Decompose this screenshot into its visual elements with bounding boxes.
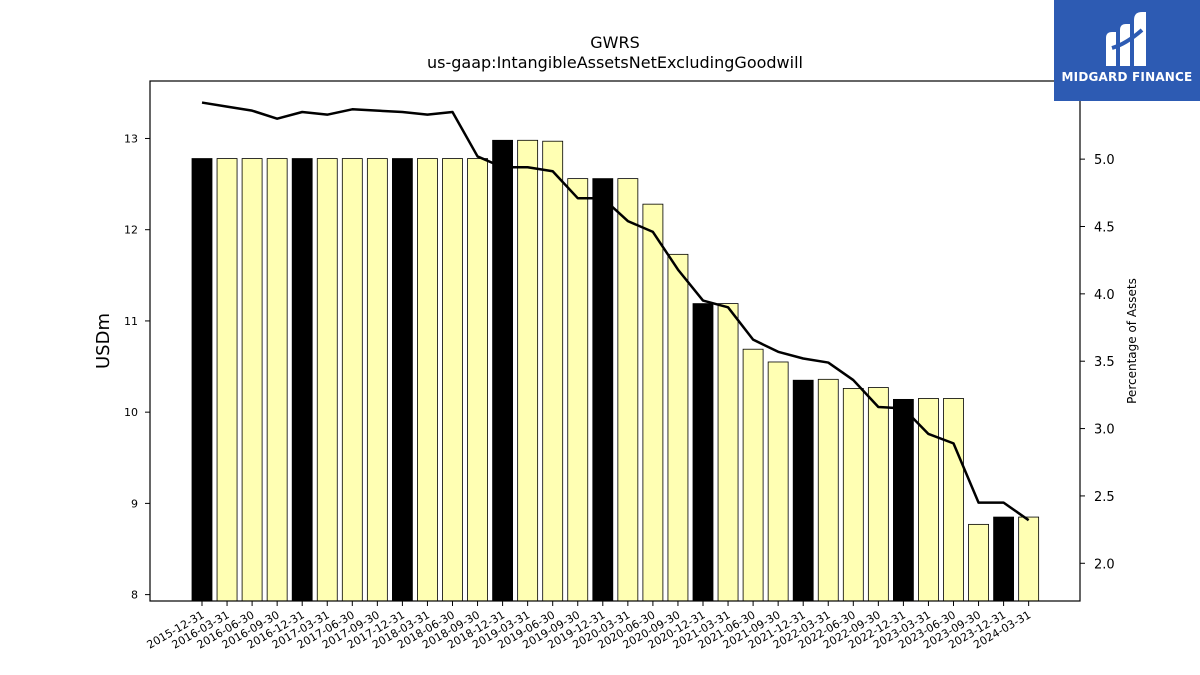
chart-subtitle: us-gaap:IntangibleAssetsNetExcludingGood… [427, 53, 803, 72]
bar-2017-09-30 [366, 158, 388, 602]
bar-2016-12-31 [291, 158, 313, 602]
y-tick-label: 10 [124, 406, 138, 419]
y-tick-label: 8 [131, 589, 138, 602]
chart-title: GWRS [590, 33, 640, 52]
midgard-logo-icon [1106, 12, 1146, 66]
logo-text: MIDGARD FINANCE [1061, 70, 1193, 84]
bar-2022-09-30 [867, 387, 889, 602]
y2-tick-label: 4.0 [1094, 288, 1115, 303]
y2-tick-label: 3.0 [1094, 423, 1115, 438]
bar-2019-06-30 [542, 140, 564, 602]
y2-axis-label: Percentage of Assets [1125, 278, 1139, 404]
x-axis: 2015-12-312016-03-312016-06-302016-09-30… [145, 601, 1033, 652]
y2-tick-label: 2.5 [1094, 490, 1115, 505]
bar-2020-09-30 [667, 253, 689, 602]
bar-2021-03-31 [717, 303, 739, 602]
bar-2023-06-30 [943, 398, 964, 602]
right-axis: 2.0 2.5 3.0 3.5 4.0 4.5 5.0 [1080, 153, 1115, 572]
bar-2024-03-31 [1018, 516, 1040, 602]
bar-2023-09-30 [968, 523, 989, 602]
bar-2018-12-31 [492, 139, 514, 602]
y-tick-label: 13 [124, 132, 138, 145]
bar-2018-06-30 [442, 158, 463, 602]
bar-2019-09-30 [567, 178, 589, 602]
bar-2020-06-30 [642, 203, 664, 602]
bar-2019-03-31 [517, 139, 539, 602]
bar-2016-09-30 [266, 158, 288, 602]
bar-series [191, 139, 1040, 602]
bar-2018-09-30 [467, 158, 488, 602]
bar-2021-12-31 [792, 379, 814, 602]
bar-2023-12-31 [993, 516, 1014, 602]
bar-2021-06-30 [742, 348, 764, 602]
y2-tick-label: 2.0 [1094, 557, 1115, 572]
bar-2016-06-30 [241, 158, 263, 602]
bar-2017-12-31 [391, 158, 413, 602]
bar-2017-03-31 [316, 158, 338, 602]
left-axis: 8 9 10 11 12 13 [124, 132, 150, 602]
bar-2019-12-31 [592, 178, 614, 602]
bar-2021-09-30 [767, 361, 789, 602]
bar-2022-06-30 [842, 388, 864, 602]
y2-tick-label: 3.5 [1094, 355, 1115, 370]
y-tick-label: 11 [124, 315, 138, 328]
y2-tick-label: 4.5 [1094, 220, 1115, 235]
bar-2015-12-31 [191, 158, 213, 602]
bar-2022-03-31 [817, 378, 839, 602]
percentage-line [201, 101, 1030, 522]
bar-2020-12-31 [692, 303, 714, 602]
y-tick-label: 12 [124, 224, 138, 237]
y2-tick-label: 5.0 [1094, 153, 1115, 168]
bar-2017-06-30 [341, 158, 363, 602]
bar-2022-12-31 [893, 398, 914, 602]
y-tick-label: 9 [131, 497, 138, 510]
midgard-finance-logo: MIDGARD FINANCE [1054, 0, 1200, 101]
bar-2018-03-31 [417, 158, 438, 602]
plot-frame [149, 80, 1081, 602]
bar-2023-03-31 [918, 398, 939, 602]
bar-2020-03-31 [617, 178, 639, 602]
bar-2016-03-31 [216, 158, 238, 602]
y-axis-label: USDm [93, 313, 114, 369]
